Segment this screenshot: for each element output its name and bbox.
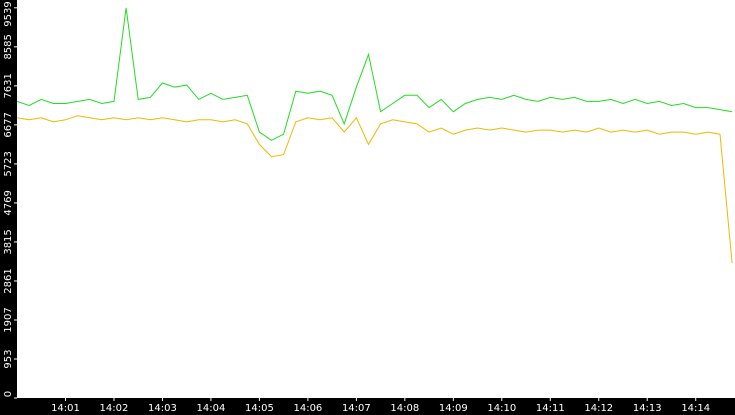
y-tick-label: 3815: [3, 229, 14, 254]
x-tick-label: 14:10: [487, 403, 516, 414]
y-tick-label: 4769: [3, 190, 14, 215]
x-tick-label: 14:04: [197, 403, 226, 414]
x-tick-label: 14:13: [633, 403, 662, 414]
series-line: [16, 115, 733, 264]
x-tick-label: 14:01: [51, 403, 80, 414]
x-tick-label: 14:09: [439, 403, 468, 414]
y-tick-label: 6677: [3, 112, 14, 137]
y-tick-label: 2861: [3, 268, 14, 293]
y-tick-label: 1907: [3, 307, 14, 332]
series-line: [16, 7, 733, 141]
y-tick-label: 0: [3, 391, 14, 397]
y-tick-label: 9539: [3, 1, 14, 26]
y-tick-label: 7631: [3, 73, 14, 98]
x-tick-label: 14:11: [536, 403, 565, 414]
x-axis-band: [0, 398, 735, 415]
y-tick-label: 953: [3, 349, 14, 368]
y-tick-label: 8585: [3, 34, 14, 59]
y-axis-band: [0, 0, 17, 415]
x-tick-label: 14:02: [100, 403, 129, 414]
x-tick-label: 14:05: [245, 403, 274, 414]
x-tick-label: 14:08: [390, 403, 419, 414]
x-tick-label: 14:06: [293, 403, 322, 414]
x-tick-label: 14:14: [681, 403, 710, 414]
x-tick-label: 14:03: [148, 403, 177, 414]
x-tick-label: 14:07: [342, 403, 371, 414]
x-tick-label: 14:12: [584, 403, 613, 414]
y-tick-label: 5723: [3, 151, 14, 176]
